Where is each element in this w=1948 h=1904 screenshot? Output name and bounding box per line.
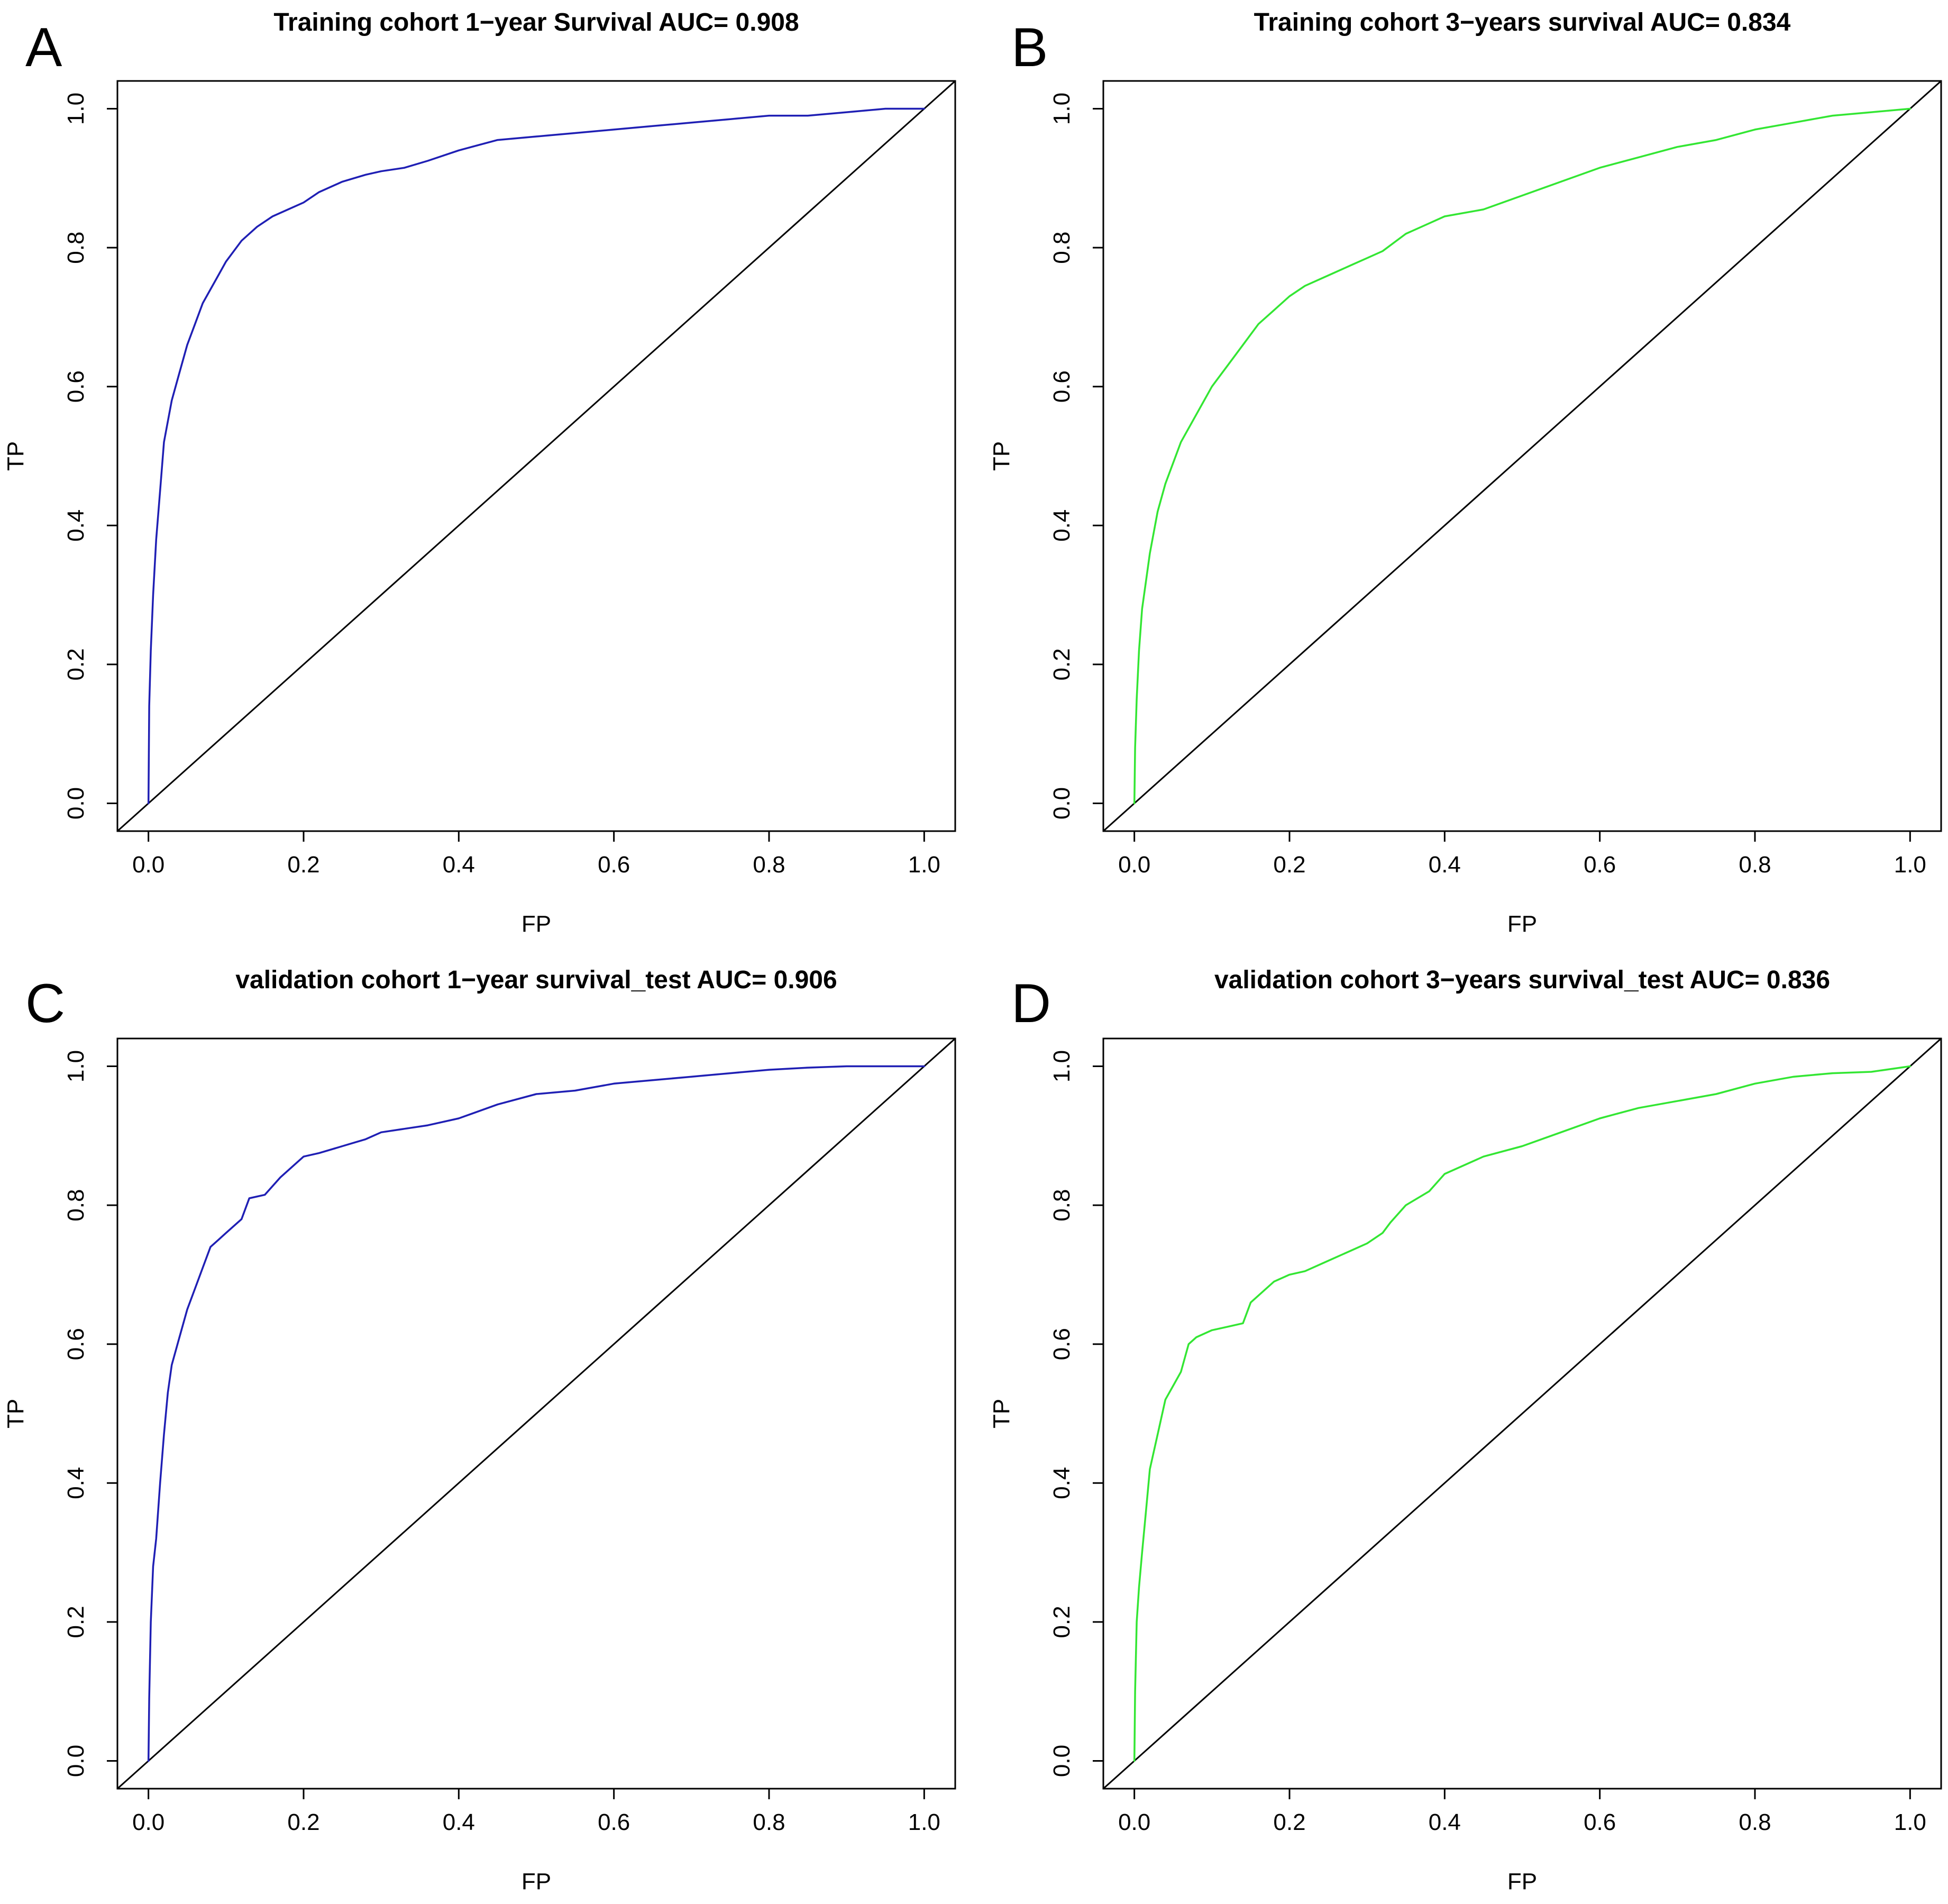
x-tick-label: 1.0 xyxy=(908,1809,940,1835)
x-tick-label: 1.0 xyxy=(1894,852,1926,878)
reference-diagonal-line xyxy=(116,1037,956,1790)
y-tick-label: 0.6 xyxy=(1049,370,1075,403)
x-axis-label: FP xyxy=(1507,1869,1537,1894)
reference-diagonal-line xyxy=(116,80,956,832)
panel-letter: D xyxy=(1011,973,1051,1034)
y-tick-label: 0.6 xyxy=(1049,1328,1075,1360)
x-tick-label: 0.6 xyxy=(1584,852,1616,878)
x-tick-label: 0.0 xyxy=(132,1809,164,1835)
chart-panel-b: B Training cohort 3−years survival AUC= 0… xyxy=(989,8,1942,937)
plot-frame xyxy=(116,80,956,832)
roc-curve-line xyxy=(147,1065,926,1762)
y-tick-label: 1.0 xyxy=(63,1050,89,1082)
y-tick-label: 0.0 xyxy=(63,1745,89,1777)
y-tick-label: 0.0 xyxy=(1049,787,1075,819)
x-tick-label: 0.4 xyxy=(1429,1809,1461,1835)
roc-curve-line xyxy=(147,107,926,805)
x-tick-label: 0.6 xyxy=(598,852,630,878)
x-tick-label: 0.2 xyxy=(287,852,319,878)
y-tick-label: 1.0 xyxy=(1049,1050,1075,1082)
y-axis-label: TP xyxy=(3,1399,29,1428)
x-tick-label: 0.0 xyxy=(1118,1809,1150,1835)
x-tick-label: 0.8 xyxy=(1739,852,1771,878)
plot-frame xyxy=(1102,1037,1942,1790)
y-axis-label: TP xyxy=(989,1399,1014,1428)
x-tick-label: 0.6 xyxy=(1584,1809,1616,1835)
plot-frame xyxy=(116,1037,956,1790)
chart-title: validation cohort 1−year survival_test A… xyxy=(235,966,837,994)
y-tick-label: 0.4 xyxy=(63,509,89,542)
y-tick-label: 0.2 xyxy=(63,1606,89,1638)
reference-diagonal-line xyxy=(1102,80,1942,832)
x-tick-label: 0.4 xyxy=(443,852,475,878)
x-tick-label: 0.2 xyxy=(287,1809,319,1835)
roc-curve-line xyxy=(1133,107,1912,805)
y-tick-label: 0.8 xyxy=(63,232,89,264)
y-tick-label: 0.8 xyxy=(63,1189,89,1222)
y-tick-label: 0.4 xyxy=(63,1467,89,1499)
panel-letter: A xyxy=(25,17,62,78)
panel-letter: C xyxy=(25,973,65,1034)
y-tick-label: 0.0 xyxy=(1049,1745,1075,1777)
x-axis-label: FP xyxy=(522,1869,551,1894)
y-tick-label: 1.0 xyxy=(63,93,89,125)
chart-title: validation cohort 3−years survival_test … xyxy=(1214,966,1830,994)
y-tick-label: 0.4 xyxy=(1049,1467,1075,1499)
y-tick-label: 0.2 xyxy=(1049,648,1075,680)
y-tick-label: 0.6 xyxy=(63,1328,89,1360)
plot-frame xyxy=(1102,80,1942,832)
x-tick-label: 0.4 xyxy=(443,1809,475,1835)
x-tick-label: 0.4 xyxy=(1429,852,1461,878)
y-tick-label: 1.0 xyxy=(1049,93,1075,125)
x-tick-label: 0.2 xyxy=(1273,1809,1305,1835)
panel-letter: B xyxy=(1011,17,1048,78)
chart-title: Training cohort 1−year Survival AUC= 0.9… xyxy=(273,8,799,37)
x-axis-label: FP xyxy=(1507,911,1537,937)
x-tick-label: 0.8 xyxy=(1739,1809,1771,1835)
chart-panel-a: A Training cohort 1−year Survival AUC= 0.… xyxy=(3,8,956,937)
y-axis-label: TP xyxy=(989,441,1014,471)
y-tick-label: 0.0 xyxy=(63,787,89,819)
y-tick-label: 0.8 xyxy=(1049,232,1075,264)
x-tick-label: 0.0 xyxy=(1118,852,1150,878)
y-tick-label: 0.2 xyxy=(1049,1606,1075,1638)
x-tick-label: 0.6 xyxy=(598,1809,630,1835)
roc-curve-line xyxy=(1133,1065,1912,1762)
x-tick-label: 1.0 xyxy=(1894,1809,1926,1835)
x-tick-label: 0.2 xyxy=(1273,852,1305,878)
y-tick-label: 0.2 xyxy=(63,648,89,680)
x-tick-label: 0.8 xyxy=(753,1809,785,1835)
reference-diagonal-line xyxy=(1102,1037,1942,1790)
y-tick-label: 0.4 xyxy=(1049,509,1075,542)
y-tick-label: 0.8 xyxy=(1049,1189,1075,1222)
x-tick-label: 0.8 xyxy=(753,852,785,878)
y-axis-label: TP xyxy=(3,441,29,471)
x-axis-label: FP xyxy=(522,911,551,937)
chart-title: Training cohort 3−years survival AUC= 0.… xyxy=(1254,8,1791,37)
x-tick-label: 0.0 xyxy=(132,852,164,878)
x-tick-label: 1.0 xyxy=(908,852,940,878)
y-tick-label: 0.6 xyxy=(63,370,89,403)
